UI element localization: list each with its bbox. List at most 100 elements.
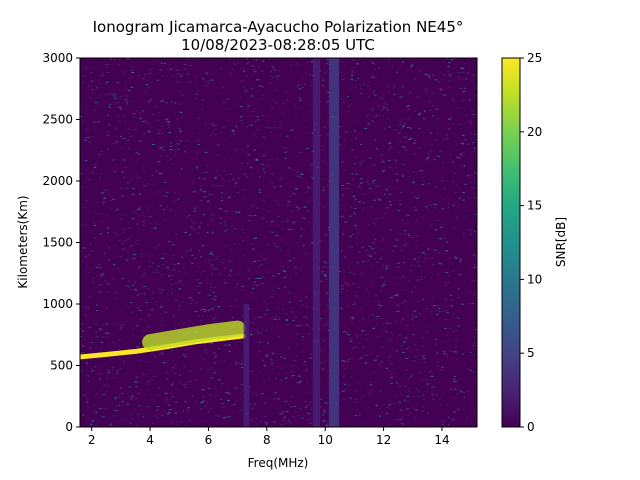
noise-speck <box>205 71 207 73</box>
noise-speck <box>292 375 295 376</box>
noise-speck <box>264 421 267 423</box>
noise-speck <box>180 168 183 170</box>
noise-speck <box>441 208 444 210</box>
noise-speck <box>368 245 371 247</box>
noise-speck <box>156 171 160 173</box>
noise-speck <box>340 60 343 62</box>
noise-speck <box>181 284 184 286</box>
noise-speck <box>84 309 87 311</box>
noise-speck <box>474 172 477 174</box>
noise-speck <box>262 60 265 62</box>
noise-speck <box>229 108 231 110</box>
noise-speck <box>158 69 161 70</box>
noise-speck <box>349 235 352 237</box>
noise-speck <box>288 292 291 294</box>
noise-speck <box>406 395 410 397</box>
noise-speck <box>307 413 310 415</box>
noise-speck <box>280 260 283 262</box>
noise-speck <box>306 185 310 187</box>
noise-speck <box>80 323 84 325</box>
noise-speck <box>400 393 402 395</box>
noise-speck <box>80 115 83 117</box>
noise-speck <box>453 204 455 206</box>
noise-speck <box>121 419 124 421</box>
noise-speck <box>131 66 135 68</box>
noise-speck <box>139 112 142 114</box>
noise-speck <box>239 236 241 238</box>
noise-speck <box>183 354 185 356</box>
noise-speck <box>194 98 197 100</box>
noise-speck <box>174 299 178 301</box>
noise-speck <box>116 208 119 210</box>
noise-speck <box>446 404 449 406</box>
noise-speck <box>222 262 225 264</box>
noise-speck <box>119 328 121 330</box>
noise-speck <box>119 256 122 257</box>
noise-speck <box>364 362 368 364</box>
noise-speck <box>118 82 120 83</box>
noise-speck <box>214 177 217 179</box>
noise-speck <box>250 334 253 336</box>
noise-speck <box>295 333 299 335</box>
noise-speck <box>194 311 198 312</box>
noise-speck <box>225 245 229 247</box>
noise-speck <box>454 376 456 377</box>
noise-speck <box>393 93 396 95</box>
noise-speck <box>223 101 225 103</box>
noise-speck <box>462 199 465 201</box>
noise-speck <box>432 271 434 273</box>
colorbar-tick-label: 25 <box>527 51 542 65</box>
noise-speck <box>250 219 252 221</box>
noise-speck <box>440 180 444 182</box>
noise-speck <box>96 310 98 311</box>
noise-speck <box>322 420 326 422</box>
noise-speck <box>186 409 188 411</box>
noise-speck <box>216 64 218 66</box>
noise-speck <box>94 212 96 214</box>
noise-speck <box>440 421 444 423</box>
noise-speck <box>453 351 456 353</box>
noise-speck <box>304 401 308 402</box>
noise-speck <box>239 119 243 121</box>
noise-speck <box>211 298 215 299</box>
noise-speck <box>462 353 465 355</box>
noise-speck <box>403 122 407 124</box>
noise-speck <box>220 398 222 400</box>
noise-speck <box>158 130 161 132</box>
noise-speck <box>83 137 86 139</box>
noise-speck <box>268 58 271 60</box>
noise-speck <box>475 139 477 141</box>
noise-speck <box>438 262 442 264</box>
noise-speck <box>91 278 94 279</box>
noise-speck <box>452 123 455 125</box>
noise-speck <box>470 233 473 235</box>
noise-speck <box>361 330 364 332</box>
noise-speck <box>357 286 360 288</box>
noise-speck <box>338 270 341 272</box>
noise-speck <box>285 99 289 101</box>
noise-speck <box>407 414 410 416</box>
noise-speck <box>177 309 180 311</box>
noise-speck <box>265 195 267 197</box>
noise-speck <box>468 290 472 292</box>
noise-speck <box>398 132 401 134</box>
noise-speck <box>323 72 327 74</box>
noise-speck <box>134 289 137 291</box>
noise-speck <box>362 261 365 263</box>
noise-speck <box>195 302 198 304</box>
noise-speck <box>446 133 448 135</box>
noise-speck <box>410 58 412 60</box>
noise-speck <box>237 212 241 213</box>
noise-speck <box>112 368 114 370</box>
noise-speck <box>127 307 130 309</box>
noise-speck <box>389 331 392 333</box>
noise-speck <box>471 303 474 305</box>
noise-speck <box>449 262 451 264</box>
noise-speck <box>388 201 391 203</box>
noise-speck <box>245 75 249 77</box>
noise-speck <box>352 273 356 275</box>
noise-speck <box>471 187 474 189</box>
noise-speck <box>433 76 435 78</box>
noise-speck <box>430 369 432 371</box>
noise-speck <box>373 199 376 201</box>
